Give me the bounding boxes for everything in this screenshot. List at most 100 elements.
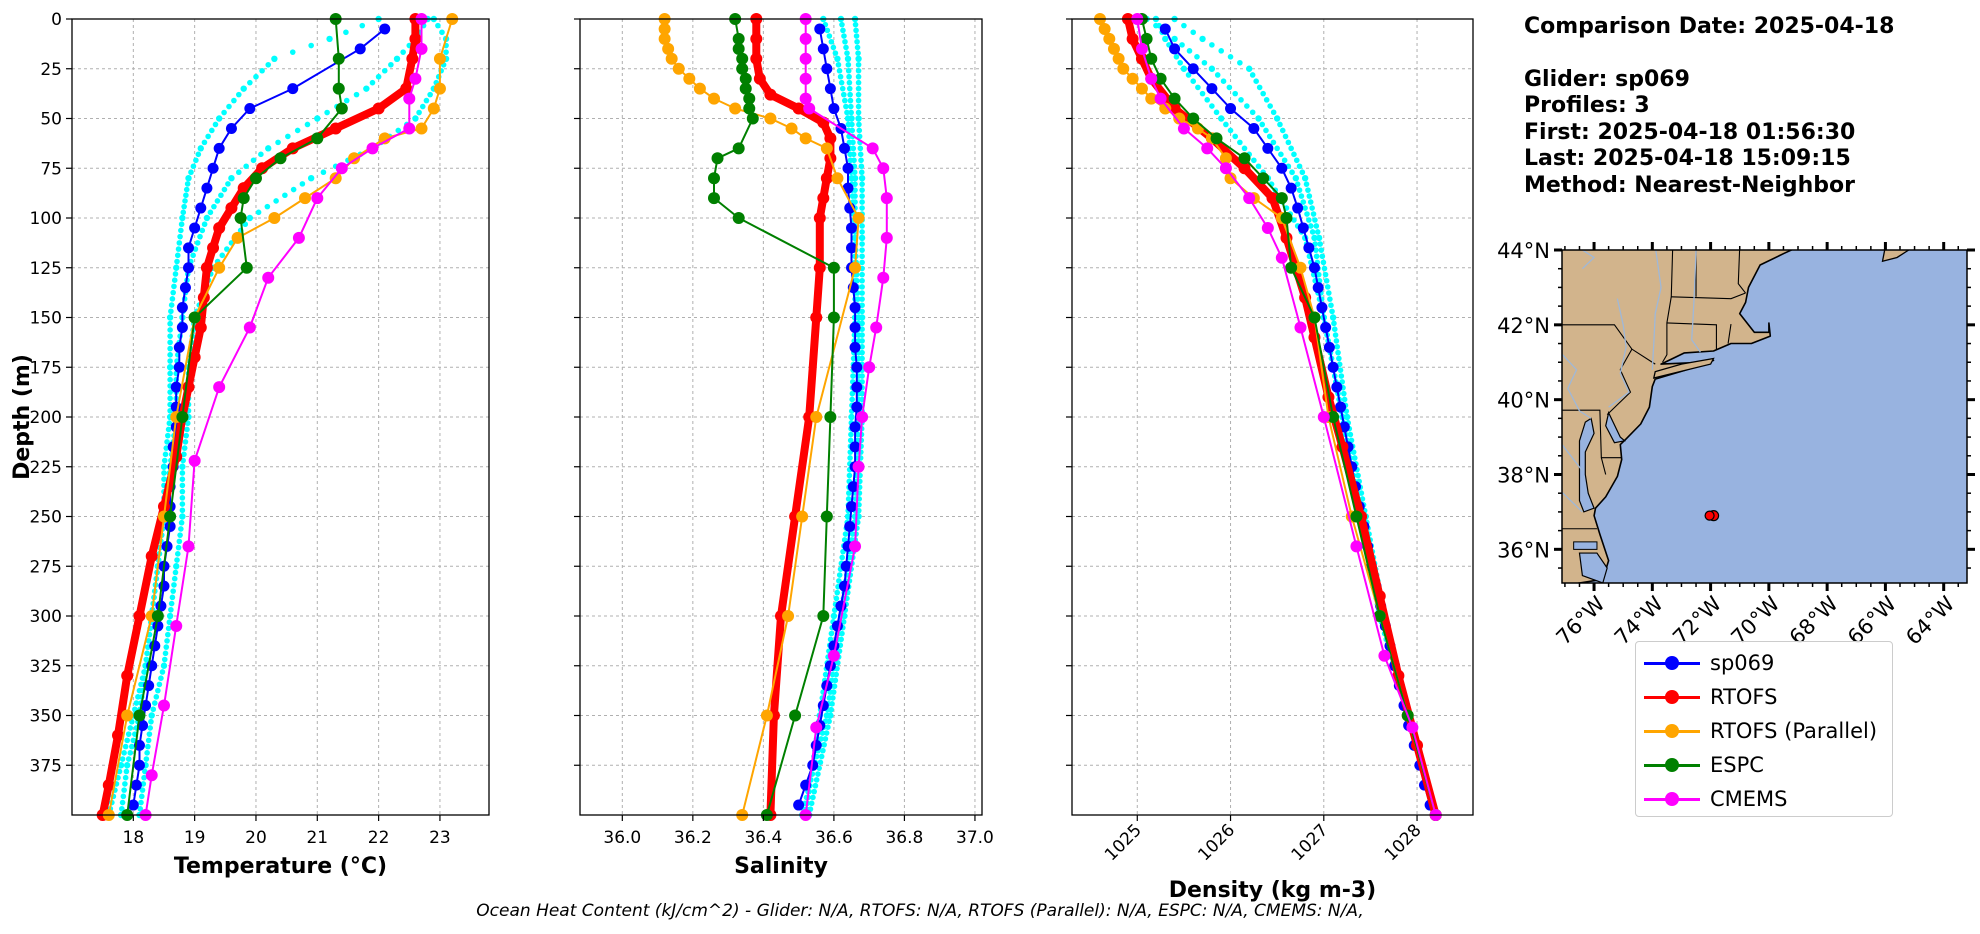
profile-dot [381,67,388,74]
profile-dot [1335,349,1341,356]
river [1651,250,1662,370]
profile-dot [167,352,173,358]
data-point [1294,261,1307,274]
profile-dot [1359,496,1366,502]
data-point [828,103,840,115]
profile-dot [1251,157,1257,164]
profile-dot [849,396,855,403]
profile-dot [853,27,859,34]
profile-dot [353,91,360,98]
profile-dot [250,157,257,164]
location-map: 44°N42°N40°N38°N36°N76°W 74°W 72°W 70°W 68°W… [1497,239,1975,650]
data-point [409,32,422,45]
data-point [799,72,812,85]
data-point [793,799,805,811]
profile-dot [1300,199,1307,205]
profile-dot [314,115,321,122]
profile-dot [855,103,862,110]
profile-dot [839,554,845,561]
y-tick-label: 225 [30,458,62,478]
data-point [1303,242,1315,254]
data-point [1317,411,1330,423]
data-point [379,23,391,35]
profile-dot [830,44,837,51]
profile-dot [171,582,177,588]
profile-dot [395,127,402,134]
profile-dot [128,743,135,750]
profile-dot [1296,163,1303,170]
y-tick-label: 100 [30,209,62,229]
profile-dot [1313,223,1320,229]
profile-dot [167,320,173,327]
profile-dot [830,689,837,695]
profile-dot [161,470,167,476]
profile-dot [179,513,186,520]
profile-dot [146,731,153,737]
series-sp069 [1159,23,1436,811]
profile-dot [212,121,219,128]
data-point [827,261,840,274]
profile-dot [145,743,151,750]
profile-dot [1213,109,1220,116]
profile-dot [1291,217,1297,223]
data-point [849,341,861,353]
x-axis-label: Density (kg m-3) [1169,878,1377,903]
profile-dot [1341,390,1347,397]
profile-dot [179,470,186,476]
legend-marker-icon [1644,721,1700,741]
profile-dot [243,163,249,170]
profile-dot [1337,367,1344,373]
data-point [1238,162,1251,175]
data-point [137,719,149,731]
profile-dot [1186,48,1193,54]
data-point [240,261,253,274]
profile-dot [1226,84,1233,91]
data-point [182,540,195,553]
profile-dot [859,296,865,302]
profile-dot [1341,396,1348,403]
profile-dot [1218,48,1225,54]
data-point [183,262,195,274]
profile-dot [153,694,160,700]
profile-dot [179,214,186,222]
profile-dot [1311,234,1318,242]
data-point [821,63,833,75]
profile-dot [179,476,186,482]
profile-dot [178,221,185,228]
profile-dot [855,50,861,56]
profile-dot [167,370,173,377]
data-point [796,510,809,523]
data-point [268,212,281,224]
profile-dot [858,163,865,170]
profile-dot [1350,449,1357,455]
profile-dot [840,27,846,34]
profile-dot [117,762,125,769]
legend-entry: RTOFS [1644,680,1884,714]
profile-dot [240,85,247,92]
profile-dot [201,139,208,146]
series-cmems [799,13,893,821]
profile-dot [1209,42,1215,48]
profile-dot [184,426,190,433]
data-point [1243,192,1256,205]
profile-dot [828,630,835,637]
data-point [189,222,201,234]
legend-marker-icon [1644,653,1700,673]
profile-dot [324,109,330,116]
legend-label: CMEMS [1710,787,1788,811]
data-point [427,102,440,115]
profile-dot [299,181,306,187]
profile-dot [141,774,147,781]
info-line-first: First: 2025-04-18 01:56:30 [1524,119,1856,145]
data-point [711,152,724,165]
profile-dot [1334,343,1341,350]
profile-dot [846,73,852,80]
chesapeake-bay [1578,417,1595,513]
profile-dot [839,630,845,637]
data-point [237,182,250,195]
profile-dot [247,79,253,86]
profile-dot [1328,302,1334,309]
data-point [1406,721,1419,734]
data-point [1294,321,1307,334]
profile-dot [1326,290,1332,296]
